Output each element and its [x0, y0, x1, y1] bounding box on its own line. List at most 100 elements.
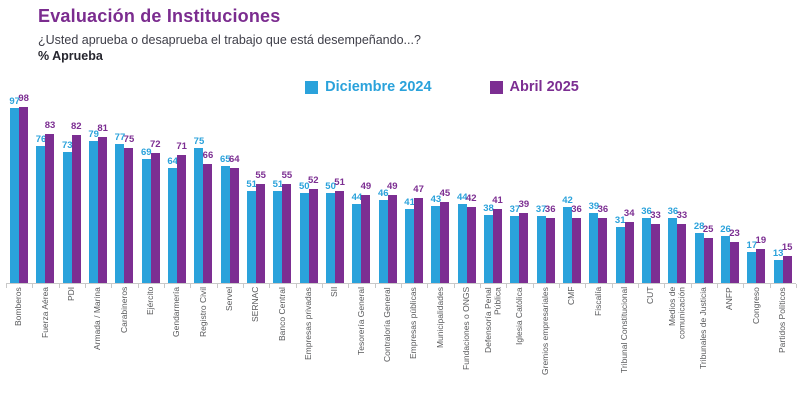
value-label-dic2024: 37 — [535, 204, 547, 216]
bar-dic2024 — [694, 232, 704, 283]
bar-slot: 71 — [176, 142, 187, 283]
bar-dic2024 — [405, 209, 415, 283]
bar-abr2025 — [177, 155, 187, 283]
x-axis-label-cell: Ejército — [137, 283, 166, 398]
value-label-abr2025: 47 — [413, 184, 424, 196]
chart-category: 26 23 ANFP — [716, 95, 745, 398]
chart-category: 38 41 Defensoría Penal Pública — [479, 95, 508, 398]
bar-slot: 72 — [150, 140, 161, 283]
bar-pair: 36 33 — [664, 95, 690, 283]
bar-slot: 17 — [747, 241, 757, 283]
value-label-abr2025: 36 — [544, 204, 556, 216]
value-label-abr2025: 49 — [360, 180, 372, 192]
bar-pair: 43 45 — [427, 95, 453, 283]
bar-dic2024 — [352, 203, 362, 283]
bar-dic2024 — [168, 167, 178, 283]
x-axis-label-cell: Carabineros — [111, 283, 139, 398]
value-label-abr2025: 45 — [439, 188, 451, 199]
value-label-abr2025: 98 — [18, 92, 29, 104]
bar-slot: 47 — [413, 185, 424, 283]
x-axis-label-cell: Tribunal Constitucional — [611, 283, 640, 398]
chart-category: 69 72 Ejército — [137, 95, 166, 398]
bar-abr2025 — [387, 194, 397, 283]
measure-label: % Aprueba — [38, 49, 103, 63]
bar-dic2024 — [510, 216, 520, 283]
x-axis-label: SERNAC — [250, 287, 261, 323]
bar-dic2024 — [721, 236, 731, 283]
bar-abr2025 — [98, 137, 108, 283]
bar-slot: 49 — [387, 181, 398, 283]
bar-slot: 50 — [299, 182, 310, 283]
bar-abr2025 — [703, 238, 713, 283]
x-axis-label-cell: Tribunales de Justicia — [690, 283, 719, 398]
bar-slot: 44 — [352, 192, 362, 283]
x-axis-label: Contraloría General — [382, 287, 392, 362]
bar-slot: 98 — [18, 93, 29, 283]
value-label-abr2025: 19 — [755, 234, 767, 246]
chart-category: 13 15 Partidos Políticos — [769, 95, 798, 398]
x-axis-label: Tribunales de Justicia — [697, 287, 708, 369]
x-axis-label: SII — [329, 287, 340, 298]
legend-item-abril-2025: Abril 2025 — [489, 79, 579, 95]
chart-category: 43 45 Municipalidades — [427, 95, 455, 398]
bar-slot: 13 — [773, 248, 783, 283]
legend-swatch-icon — [489, 80, 503, 94]
x-axis-label-cell: SII — [321, 283, 350, 398]
chart-category: 50 52 Empresas privadas — [295, 95, 324, 398]
x-axis-label-cell: CUT — [637, 283, 666, 398]
x-axis-label: Tribunal Constitucional — [618, 287, 629, 374]
bar-pair: 69 72 — [138, 95, 164, 283]
bar-pair: 75 66 — [190, 95, 216, 283]
chart-category: 79 81 Armada / Marina — [84, 95, 113, 398]
bar-abr2025 — [572, 218, 582, 283]
bar-pair: 73 82 — [59, 95, 85, 283]
x-axis-label: CMF — [566, 287, 577, 306]
value-label-abr2025: 72 — [150, 139, 161, 151]
value-label-abr2025: 34 — [623, 207, 635, 219]
bar-slot: 42 — [562, 196, 573, 283]
value-label-dic2024: 26 — [720, 224, 731, 236]
bar-slot: 79 — [88, 129, 99, 283]
bar-slot: 36 — [545, 205, 556, 283]
bar-abr2025 — [677, 223, 687, 283]
value-label-dic2024: 31 — [614, 215, 626, 227]
x-axis-label: Congreso — [750, 287, 761, 324]
x-axis-label-cell: Banco Central — [269, 283, 297, 398]
value-label-abr2025: 55 — [255, 170, 266, 181]
value-label-dic2024: 65 — [219, 154, 231, 165]
chart-category: 75 66 Registro Civil — [190, 95, 218, 398]
x-axis-label: Armada / Marina — [92, 287, 103, 350]
bar-dic2024 — [10, 108, 20, 283]
bar-pair: 13 15 — [770, 95, 796, 283]
x-axis-label-cell: PDI — [58, 283, 87, 398]
bar-pair: 50 52 — [296, 95, 322, 283]
bar-slot: 97 — [9, 97, 20, 283]
chart-category: 51 55 SERNAC — [242, 95, 271, 398]
bar-slot: 39 — [589, 201, 599, 283]
bar-abr2025 — [256, 184, 266, 283]
value-label-abr2025: 66 — [202, 150, 214, 162]
x-axis-label-cell: Fundaciones o ONGS — [453, 283, 482, 398]
value-label-dic2024: 43 — [430, 193, 442, 205]
bar-slot: 46 — [378, 189, 389, 283]
bar-pair: 64 71 — [164, 95, 190, 283]
value-label-dic2024: 50 — [325, 181, 336, 192]
x-axis-label: Municipalidades — [434, 287, 445, 348]
bar-slot: 31 — [615, 216, 625, 283]
value-label-dic2024: 42 — [562, 195, 573, 207]
value-label-abr2025: 23 — [729, 227, 740, 239]
value-label-abr2025: 36 — [597, 204, 609, 216]
x-axis-label-cell: Municipalidades — [427, 283, 455, 398]
bar-slot: 25 — [703, 225, 713, 283]
x-axis-label-cell: Empresas públicas — [400, 283, 429, 398]
bar-slot: 76 — [36, 135, 46, 283]
bar-dic2024 — [299, 193, 309, 283]
chart-category: 31 34 Tribunal Constitucional — [611, 95, 640, 398]
bar-dic2024 — [115, 144, 125, 283]
bar-slot: 23 — [729, 228, 740, 283]
bar-slot: 26 — [720, 225, 731, 283]
bar-slot: 49 — [361, 181, 371, 283]
bar-slot: 36 — [598, 205, 608, 283]
x-axis-label-cell: Defensoría Penal Pública — [479, 283, 508, 398]
bar-slot: 75 — [194, 137, 204, 283]
